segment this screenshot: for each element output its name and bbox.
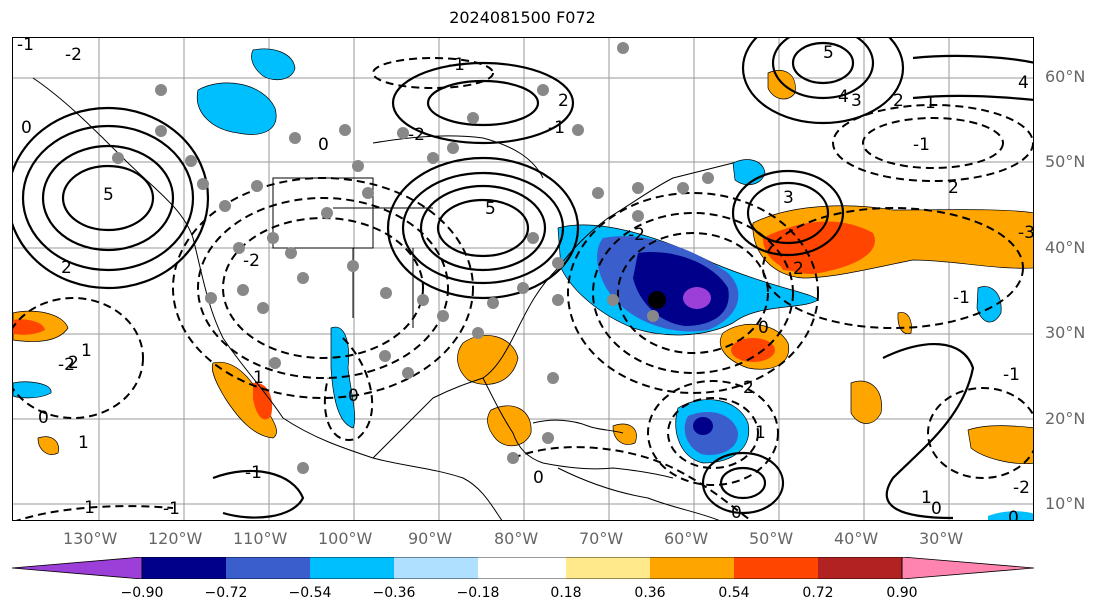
contour-label: 3	[851, 91, 862, 111]
contour-label: 1	[81, 341, 92, 361]
contour-label: 1	[253, 368, 264, 388]
contour-label: 2	[743, 378, 754, 398]
colorbar-tick: −0.90	[120, 585, 164, 601]
contour-label: 1	[925, 93, 936, 113]
contour-label: -2	[243, 251, 260, 271]
storm-center-marker	[648, 291, 666, 309]
colorbar-tick: −0.36	[372, 585, 416, 601]
lon-label: 80°W	[494, 529, 539, 548]
colorbar-bin	[818, 557, 902, 579]
contour-label: 2	[893, 91, 904, 111]
colorbar	[12, 557, 1034, 579]
lon-label: 70°W	[579, 529, 624, 548]
lon-label: 40°W	[834, 529, 879, 548]
contour-label: 2	[793, 259, 804, 279]
lon-label: 90°W	[408, 529, 453, 548]
map-canvas: -1 -2 0 5 -1 2 2 5 4 3 2 1 -1 3 2 -3 4 -…	[13, 38, 1034, 521]
colorbar-tick: 0.18	[550, 585, 582, 601]
contour-label: -1	[448, 55, 465, 75]
figure-title: 2024081500 F072	[449, 8, 596, 27]
contour-label: 0	[731, 503, 742, 521]
contour-label: 1	[78, 433, 89, 453]
colorbar-bin	[734, 557, 818, 579]
contour-label: -1	[1003, 365, 1020, 385]
colorbar-bin	[226, 557, 310, 579]
colorbar-tick: 0.90	[886, 585, 918, 601]
contour-label: -1	[913, 135, 930, 155]
lat-label: 10°N	[1045, 494, 1086, 513]
colorbar-tick: −0.18	[456, 585, 500, 601]
contour-label: 2	[948, 178, 959, 198]
colorbar-bin	[310, 557, 394, 579]
coastlines	[32, 77, 734, 520]
contour-label: -2	[628, 225, 645, 245]
contour-label: -1	[548, 118, 565, 138]
lon-label: 110°W	[233, 529, 288, 548]
contour-label: 0	[1008, 508, 1019, 521]
contour-label: 0	[21, 118, 32, 138]
colorbar-extend-high	[901, 557, 1034, 579]
contour-label: -3	[1018, 223, 1034, 243]
contour-label: -1	[245, 463, 262, 483]
contour-label: 0	[758, 318, 769, 338]
lon-label: 100°W	[318, 529, 373, 548]
colorbar-tick: 0.36	[634, 585, 666, 601]
contour-labels: -1 -2 0 5 -1 2 2 5 4 3 2 1 -1 3 2 -3 4 -…	[17, 38, 1034, 521]
lon-label: 120°W	[148, 529, 203, 548]
colorbar-tick: 0.72	[802, 585, 834, 601]
contour-label: -2	[408, 125, 425, 145]
colorbar-bin	[566, 557, 650, 579]
contour-label: 3	[783, 188, 794, 208]
contour-label: 0	[318, 135, 329, 155]
contour-label: 0	[533, 468, 544, 488]
colorbar-tick: 0.54	[718, 585, 750, 601]
contour-label: 5	[823, 43, 834, 63]
colorbar-extend-low	[12, 557, 143, 579]
contour-label: 5	[103, 185, 114, 205]
contour-label: -1	[78, 498, 95, 518]
contour-label: -1	[17, 38, 34, 55]
colorbar-tick: −0.54	[288, 585, 332, 601]
station-dots	[112, 42, 714, 474]
contour-label: 0	[931, 499, 942, 519]
contour-label: -2	[58, 355, 75, 375]
positive-contours	[13, 38, 1033, 520]
contour-label: -2	[1013, 478, 1030, 498]
map-panel: -1 -2 0 5 -1 2 2 5 4 3 2 1 -1 3 2 -3 4 -…	[12, 37, 1034, 521]
colorbar-tick: −0.72	[204, 585, 248, 601]
colorbar-bin	[394, 557, 478, 579]
lon-label: 50°W	[749, 529, 794, 548]
lat-label: 20°N	[1045, 409, 1086, 428]
contour-label: -1	[163, 499, 180, 519]
lon-label: 60°W	[664, 529, 709, 548]
contour-label: 1	[921, 488, 932, 508]
contour-label: 0	[348, 386, 359, 406]
contour-label: 5	[485, 199, 496, 219]
negative-contours	[13, 57, 1033, 520]
contour-label: 1	[755, 423, 766, 443]
contour-label: 2	[558, 91, 569, 111]
contour-label: 2	[61, 258, 72, 278]
colorbar-bin	[142, 557, 226, 579]
contour-label: 4	[1018, 73, 1029, 93]
lat-label: 40°N	[1045, 238, 1086, 257]
colorbar-bin	[650, 557, 734, 579]
contour-label: -1	[953, 288, 970, 308]
lat-label: 50°N	[1045, 152, 1086, 171]
contour-label: 4	[838, 87, 849, 107]
contour-label: 0	[38, 408, 49, 428]
contour-label: 2	[68, 353, 79, 373]
lat-label: 30°N	[1045, 323, 1086, 342]
lon-label: 30°W	[919, 529, 964, 548]
lat-label: 60°N	[1045, 67, 1086, 86]
contour-label: -2	[65, 45, 82, 65]
lon-label: 130°W	[63, 529, 118, 548]
